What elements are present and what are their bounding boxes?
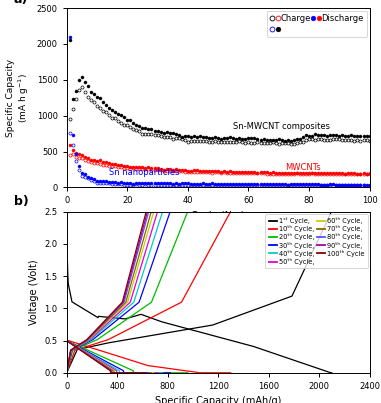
X-axis label: Cycle (No.): Cycle (No.) <box>191 211 245 221</box>
Text: Sn-MWCNT composites: Sn-MWCNT composites <box>233 122 330 131</box>
Legend: 1ˢᵗ Cycle,, 10ᵗʰ Cycle,, 20ᵗʰ Cycle,, 30ᵗʰ Cycle,, 40ᵗʰ Cycle,, 50ᵗʰ Cycle,, 60ᵗ: 1ˢᵗ Cycle,, 10ᵗʰ Cycle,, 20ᵗʰ Cycle,, 30… <box>265 214 368 268</box>
Y-axis label: Specific Capacity
(mA h g$^{-1}$): Specific Capacity (mA h g$^{-1}$) <box>6 59 31 137</box>
Text: MWCNTs: MWCNTs <box>285 163 320 172</box>
Text: a): a) <box>14 0 28 6</box>
Y-axis label: Voltage (Volt): Voltage (Volt) <box>29 260 39 325</box>
Legend: , , Charge, , , Discharge: , , Charge, , , Discharge <box>267 10 367 37</box>
X-axis label: Specific Capacity (mAh/g): Specific Capacity (mAh/g) <box>155 397 281 403</box>
Text: Sn nanoparticles: Sn nanoparticles <box>109 168 179 177</box>
Text: b): b) <box>14 195 29 208</box>
